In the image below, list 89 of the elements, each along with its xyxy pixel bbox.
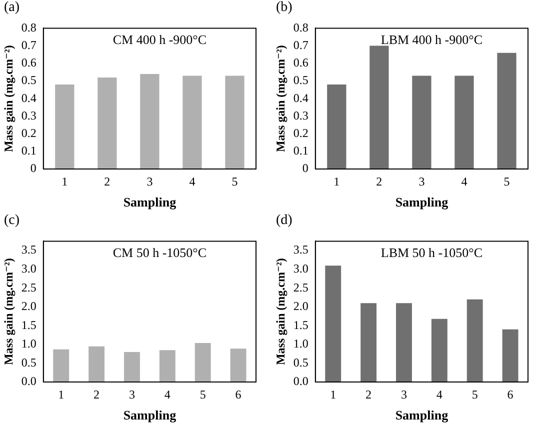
y-tick-label: 0.4 bbox=[293, 90, 308, 105]
x-tick-label: 6 bbox=[507, 387, 514, 402]
x-tick-label: 5 bbox=[200, 387, 206, 402]
x-tick-label: 2 bbox=[366, 387, 372, 402]
x-tick-label: 4 bbox=[164, 387, 170, 402]
x-tick-label: 4 bbox=[436, 387, 442, 402]
bar bbox=[159, 350, 176, 382]
chart-title: (b) bbox=[275, 0, 294, 17]
x-tick-label: 1 bbox=[62, 174, 68, 188]
bar bbox=[412, 76, 432, 169]
y-axis-title: Mass gain (mg.cm⁻²) bbox=[1, 258, 16, 366]
y-tick-label: 1.0 bbox=[293, 336, 308, 351]
y-tick-label: 0.0 bbox=[21, 374, 36, 388]
y-tick-label: 2.0 bbox=[21, 299, 36, 314]
y-tick-label: 0 bbox=[302, 161, 308, 176]
annotation: CM 400 h -900°C bbox=[112, 32, 207, 48]
y-tick-label: 0 bbox=[30, 161, 36, 176]
y-tick-label: 0.7 bbox=[21, 38, 36, 52]
x-axis-title: Sampling bbox=[123, 408, 177, 423]
y-tick-label: 3.0 bbox=[21, 262, 36, 276]
y-tick-label: 0.3 bbox=[293, 108, 308, 122]
x-tick-label: 2 bbox=[376, 174, 382, 188]
x-tick-label: 3 bbox=[146, 174, 153, 188]
x-tick-label: 5 bbox=[472, 387, 478, 402]
y-tick-label: 2.5 bbox=[21, 280, 36, 294]
chart-title: (c) bbox=[3, 213, 21, 230]
bar bbox=[431, 318, 448, 382]
bar bbox=[360, 303, 377, 382]
y-tick-label: 0.5 bbox=[21, 73, 36, 88]
bar bbox=[370, 46, 389, 169]
x-tick-label: 1 bbox=[330, 387, 336, 402]
bar bbox=[325, 266, 342, 382]
y-tick-label: 0.7 bbox=[293, 38, 308, 52]
y-tick-label: 0.1 bbox=[293, 144, 308, 158]
bar bbox=[327, 84, 346, 169]
y-tick-label: 0.0 bbox=[293, 374, 308, 388]
y-axis-title: Mass gain (mg.cm⁻²) bbox=[1, 45, 16, 152]
x-tick-label: 3 bbox=[128, 387, 135, 402]
y-tick-label: 0.5 bbox=[293, 73, 308, 88]
y-tick-label: 0.2 bbox=[21, 126, 36, 140]
y-tick-label: 2.0 bbox=[293, 299, 308, 314]
annotation: LBM 400 h -900°C bbox=[380, 32, 483, 48]
bar bbox=[396, 303, 412, 382]
x-axis-title: Sampling bbox=[123, 194, 177, 210]
bar bbox=[466, 299, 483, 382]
bar bbox=[53, 349, 70, 382]
x-axis-title: Sampling bbox=[395, 408, 449, 423]
y-tick-label: 0.5 bbox=[21, 355, 36, 370]
y-tick-label: 0.5 bbox=[293, 355, 308, 370]
y-tick-label: 1.5 bbox=[293, 318, 308, 332]
bar bbox=[230, 348, 246, 382]
y-tick-label: 0.4 bbox=[21, 90, 36, 105]
bar bbox=[502, 329, 518, 382]
y-tick-label: 0.8 bbox=[21, 20, 36, 34]
y-tick-label: 3.5 bbox=[21, 242, 36, 257]
x-tick-label: 2 bbox=[104, 174, 110, 188]
y-tick-label: 3.0 bbox=[293, 262, 308, 276]
x-tick-label: 2 bbox=[94, 387, 100, 402]
y-tick-label: 0.1 bbox=[21, 144, 36, 158]
bar bbox=[194, 342, 211, 382]
x-tick-label: 4 bbox=[189, 174, 196, 188]
y-tick-label: 1.5 bbox=[21, 318, 36, 332]
y-tick-label: 0.6 bbox=[21, 56, 36, 70]
y-axis-title: Mass gain (mg.cm⁻²) bbox=[273, 45, 288, 152]
x-tick-label: 3 bbox=[400, 387, 407, 402]
bar bbox=[124, 352, 140, 382]
y-tick-label: 3.5 bbox=[293, 242, 308, 257]
x-tick-label: 5 bbox=[504, 174, 510, 188]
y-tick-label: 0.2 bbox=[293, 126, 308, 140]
chart-title: (d) bbox=[275, 213, 294, 230]
chart-title: (a) bbox=[3, 0, 21, 17]
y-axis-title: Mass gain (mg.cm⁻²) bbox=[273, 258, 288, 366]
annotation: CM 50 h -1050°C bbox=[112, 245, 207, 260]
bar bbox=[497, 52, 516, 169]
x-tick-label: 3 bbox=[418, 174, 425, 188]
y-tick-label: 0.3 bbox=[21, 108, 36, 122]
y-tick-label: 1.0 bbox=[21, 336, 36, 351]
bar bbox=[454, 76, 474, 169]
x-tick-label: 1 bbox=[334, 174, 340, 188]
x-axis-title: Sampling bbox=[395, 194, 449, 210]
bar bbox=[88, 346, 105, 382]
y-tick-label: 0.6 bbox=[293, 56, 308, 70]
x-tick-label: 1 bbox=[58, 387, 64, 402]
y-tick-label: 0.8 bbox=[293, 20, 308, 34]
x-tick-label: 5 bbox=[232, 174, 238, 188]
annotation: LBM 50 h -1050°C bbox=[380, 245, 483, 260]
x-tick-label: 6 bbox=[235, 387, 242, 402]
x-tick-label: 4 bbox=[461, 174, 468, 188]
y-tick-label: 2.5 bbox=[293, 280, 308, 294]
